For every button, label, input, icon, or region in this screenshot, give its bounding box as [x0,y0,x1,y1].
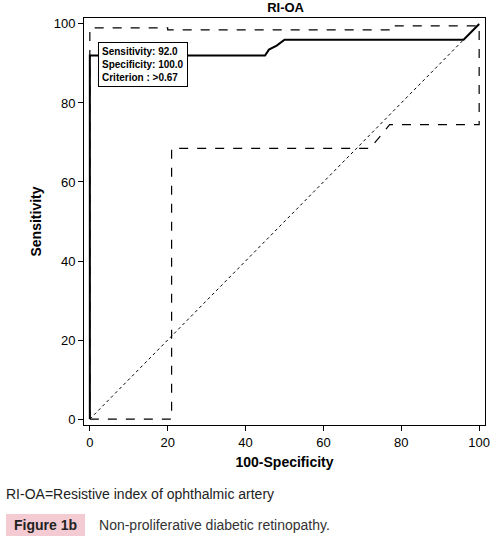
svg-text:0: 0 [86,435,93,450]
svg-text:40: 40 [238,435,252,450]
html-text:RI-OA=Resistive index of ophth: RI-OA=Resistive index of ophthalmic arte… [6,486,275,502]
svg-text:20: 20 [160,435,174,450]
html-text:Non-proliferative diabetic ret: Non-proliferative diabetic retinopathy. [99,517,330,533]
svg-text:40: 40 [61,254,75,269]
svg-text:80: 80 [394,435,408,450]
svg-text:60: 60 [316,435,330,450]
svg-text:60: 60 [61,175,75,190]
svg-text:100: 100 [54,16,76,31]
svg-text:100: 100 [468,435,490,450]
svg-text:80: 80 [61,96,75,111]
svg-text:RI-OA: RI-OA [267,0,304,14]
svg-text:0: 0 [68,412,75,427]
svg-text:Sensitivity: Sensitivity [28,186,44,256]
svg-text:Sensitivity: 92.0Specificity:: Sensitivity: 92.0Specificity: 100.0Crite… [102,46,184,83]
svg-text:20: 20 [61,333,75,348]
html-text:Figure 1b: Figure 1b [14,517,77,533]
svg-text:100-Specificity: 100-Specificity [235,454,333,470]
